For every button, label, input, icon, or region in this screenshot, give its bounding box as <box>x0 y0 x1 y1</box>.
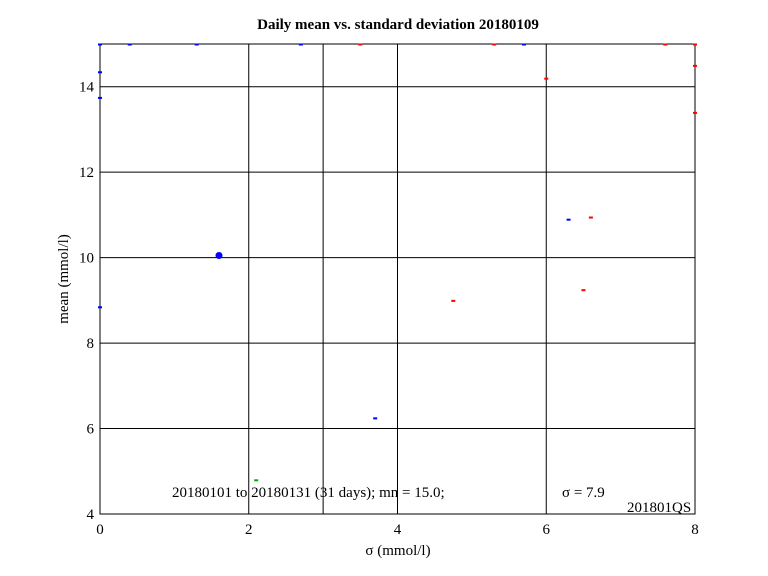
y-axis-label: mean (mmol/l) <box>56 234 72 324</box>
x-tick-label: 0 <box>96 522 104 538</box>
sigma-annotation: σ = 7.9 <box>562 485 605 501</box>
data-marker <box>98 96 102 99</box>
date-range-annotation: 20180101 to 20180131 (31 days); mn = 15.… <box>172 485 445 501</box>
data-marker <box>127 43 132 46</box>
data-markers <box>98 43 697 482</box>
data-marker <box>544 77 549 80</box>
dataset-code-annotation: 201801QS <box>627 500 691 516</box>
data-marker <box>663 43 668 46</box>
y-tick-label: 8 <box>87 336 95 352</box>
data-marker <box>566 218 571 221</box>
x-tick-label: 6 <box>543 522 551 538</box>
data-marker <box>298 43 303 46</box>
x-axis-label: σ (mmol/l) <box>365 543 430 559</box>
x-axis-ticks: 0 2 4 6 8 <box>96 522 699 538</box>
data-marker <box>451 299 456 302</box>
data-marker <box>254 479 259 482</box>
y-tick-label: 10 <box>79 251 94 267</box>
data-marker <box>521 43 526 46</box>
data-marker <box>98 306 102 309</box>
data-marker <box>693 64 697 67</box>
data-marker <box>373 417 378 420</box>
data-marker <box>98 71 102 74</box>
x-tick-label: 4 <box>394 522 402 538</box>
y-tick-label: 4 <box>87 507 95 523</box>
data-marker <box>492 43 497 46</box>
chart-title: Daily mean vs. standard deviation 201801… <box>257 17 539 33</box>
data-marker <box>581 289 586 292</box>
data-marker <box>693 43 697 46</box>
y-axis-ticks: 4 6 8 10 12 14 <box>79 80 95 523</box>
plot-frame <box>99 43 696 515</box>
y-tick-label: 14 <box>79 80 95 96</box>
data-marker <box>194 43 199 46</box>
y-tick-label: 6 <box>87 422 95 438</box>
grid <box>99 43 696 515</box>
data-marker <box>588 216 593 219</box>
data-marker <box>98 43 102 46</box>
data-marker <box>693 111 697 114</box>
data-marker <box>358 43 363 46</box>
x-tick-label: 8 <box>691 522 699 538</box>
y-tick-label: 12 <box>79 165 94 181</box>
x-tick-label: 2 <box>245 522 253 538</box>
main-data-point <box>215 252 223 259</box>
